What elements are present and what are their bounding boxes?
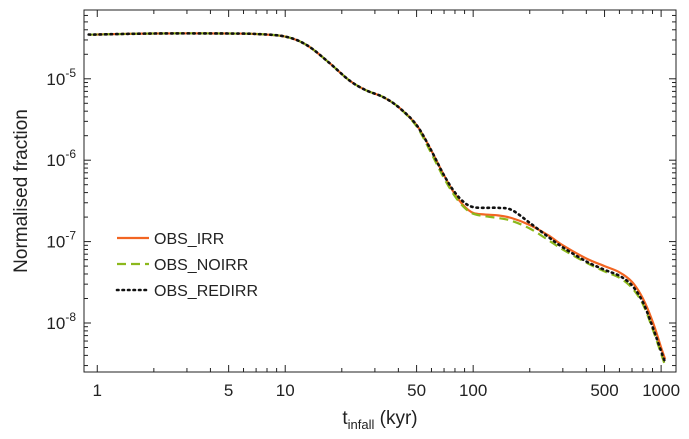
x-tick-label: 1000 [642, 381, 680, 400]
legend-label: OBS_IRR [154, 231, 224, 248]
x-tick-label: 10 [276, 381, 295, 400]
series-layer [87, 32, 667, 366]
series-line-obs-irr [88, 32, 667, 360]
y-tick-label: 10-7 [46, 229, 76, 252]
y-tick-exponent: -8 [65, 310, 76, 324]
x-axis-label-subscript: infall [348, 417, 375, 432]
y-tick-label: 10-6 [46, 147, 76, 170]
x-tick-label: 100 [459, 381, 487, 400]
plot-border [83, 9, 677, 373]
x-tick-label: 50 [407, 381, 426, 400]
plot-frame [83, 9, 677, 373]
x-axis-label: tinfall (kyr) [342, 408, 417, 432]
y-axis-label: Normalised fraction [11, 109, 32, 273]
y-tick-base: 10 [46, 314, 65, 333]
y-tick-label: 10-5 [46, 66, 76, 89]
series-line-obs-noirr [88, 32, 667, 366]
legend: OBS_IRR OBS_NOIRR OBS_REDIRR [115, 231, 258, 300]
y-axis-ticks: 10-810-710-610-5 [46, 14, 676, 367]
legend-label: OBS_REDIRR [154, 283, 258, 300]
x-axis-ticks: 1 5 10 50 100 500 1000 [93, 10, 680, 400]
y-tick-base: 10 [46, 233, 65, 252]
y-tick-base: 10 [46, 70, 65, 89]
x-tick-label: 500 [590, 381, 618, 400]
x-axis-label-main: t [342, 408, 348, 429]
y-tick-exponent: -5 [65, 66, 76, 80]
y-tick-base: 10 [46, 151, 65, 170]
series-line-obs-redirr [87, 32, 667, 364]
y-tick-exponent: -7 [65, 229, 76, 243]
y-tick-exponent: -6 [65, 147, 76, 161]
x-axis-label-unit: (kyr) [374, 408, 417, 429]
y-tick-label: 10-8 [46, 310, 76, 333]
x-tick-label: 5 [224, 381, 233, 400]
x-tick-label: 1 [93, 381, 102, 400]
legend-label: OBS_NOIRR [154, 257, 248, 274]
